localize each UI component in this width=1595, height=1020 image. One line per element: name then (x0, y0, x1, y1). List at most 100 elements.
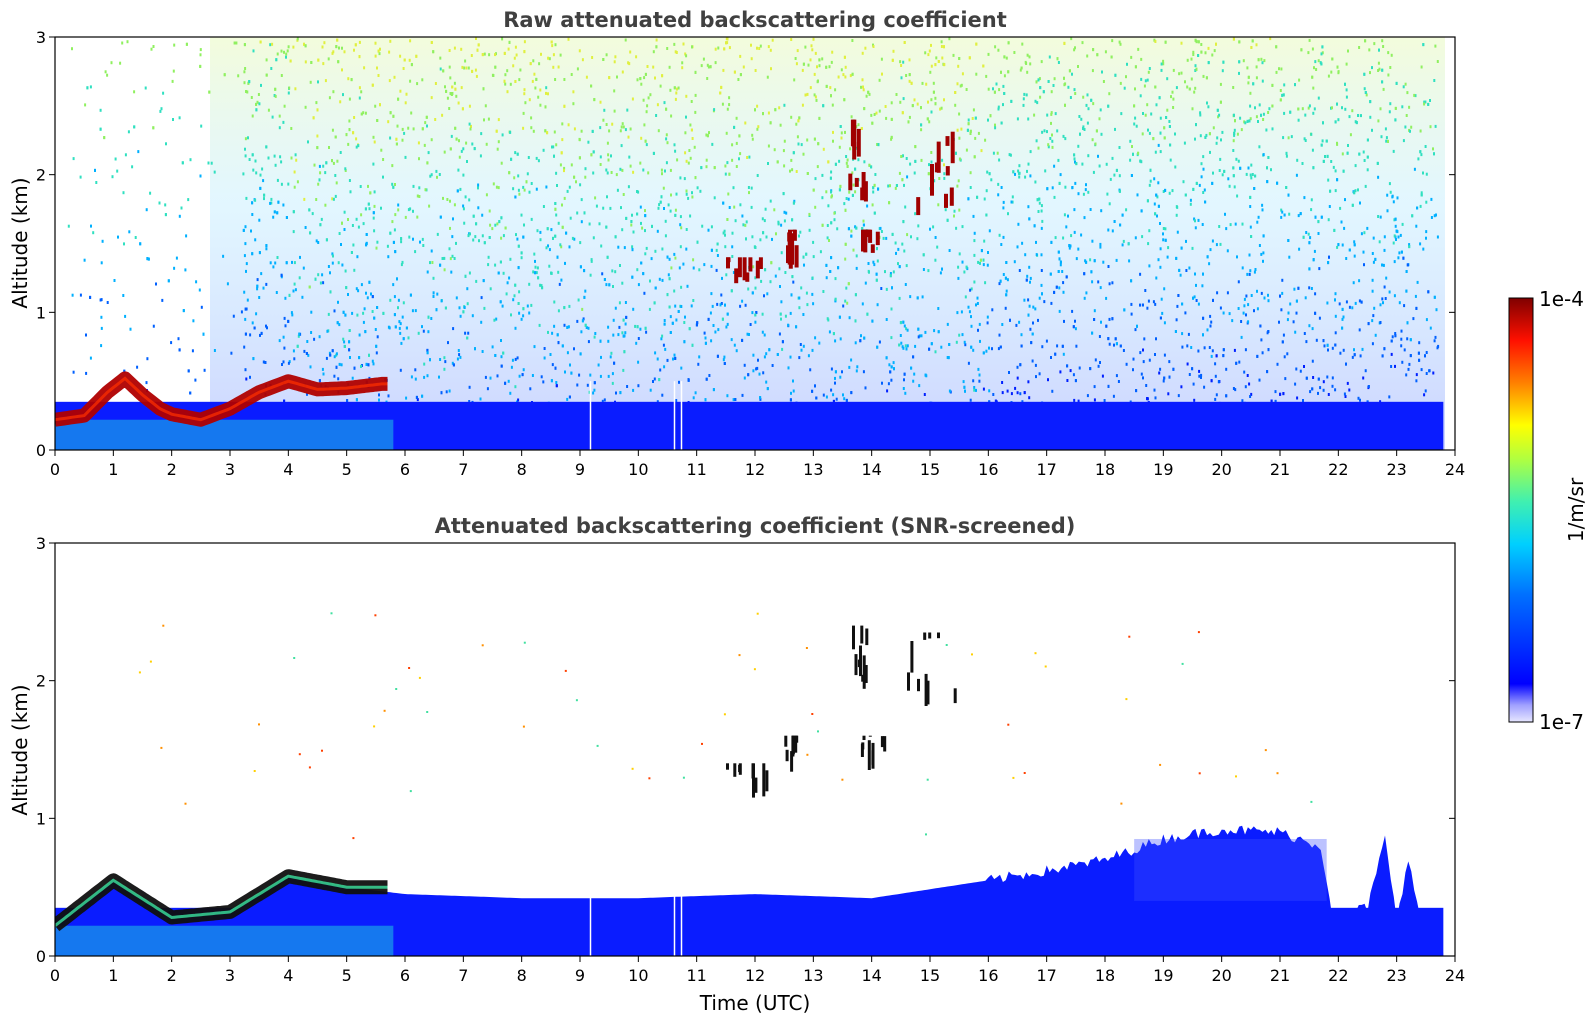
noise-speckle (230, 351, 233, 355)
noise-speckle (1304, 139, 1307, 142)
noise-speckle (598, 222, 601, 226)
noise-speckle (875, 278, 878, 282)
noise-speckle (932, 225, 935, 229)
noise-speckle (737, 78, 740, 81)
noise-speckle (937, 203, 940, 207)
noise-speckle (518, 374, 521, 378)
noise-speckle (834, 381, 836, 385)
noise-speckle (761, 312, 764, 316)
noise-speckle (1039, 86, 1042, 90)
noise-speckle (1263, 296, 1266, 300)
noise-speckle (566, 351, 569, 355)
noise-speckle (1237, 307, 1240, 310)
noise-speckle (656, 400, 659, 404)
noise-speckle (958, 252, 961, 256)
noise-speckle (391, 182, 394, 186)
noise-speckle (462, 207, 465, 211)
noise-speckle (1054, 352, 1057, 356)
noise-speckle (671, 321, 674, 325)
noise-speckle (904, 205, 907, 209)
noise-speckle (997, 347, 1000, 351)
noise-speckle (331, 349, 334, 353)
noise-speckle (316, 108, 319, 112)
cloud-mark (861, 172, 866, 190)
noise-speckle (972, 214, 975, 218)
noise-speckle (1238, 60, 1241, 64)
noise-speckle (978, 379, 981, 383)
noise-speckle (555, 213, 558, 217)
noise-speckle (1031, 359, 1034, 363)
noise-speckle (557, 270, 560, 274)
noise-speckle (534, 86, 537, 90)
noise-speckle (273, 154, 276, 158)
noise-speckle (667, 203, 670, 207)
noise-speckle (253, 326, 256, 330)
noise-speckle (1159, 247, 1162, 251)
noise-speckle (1164, 227, 1167, 231)
noise-speckle (1292, 320, 1295, 324)
noise-speckle (1125, 208, 1128, 212)
noise-speckle (1312, 111, 1315, 115)
noise-speckle (1392, 241, 1395, 245)
noise-speckle (556, 333, 559, 337)
noise-speckle (716, 242, 719, 246)
noise-speckle (489, 376, 492, 380)
noise-speckle (738, 157, 740, 161)
noise-speckle (656, 103, 659, 107)
noise-speckle (1215, 243, 1218, 247)
noise-speckle (448, 65, 451, 69)
noise-speckle (554, 234, 557, 238)
noise-speckle (1194, 226, 1197, 230)
noise-speckle (561, 138, 564, 142)
noise-speckle (795, 325, 798, 329)
noise-speckle (769, 199, 772, 203)
noise-speckle (443, 268, 446, 272)
noise-speckle (723, 229, 726, 233)
noise-speckle (466, 336, 469, 340)
noise-speckle (394, 250, 397, 254)
noise-speckle (1303, 365, 1305, 368)
noise-speckle (1079, 132, 1081, 136)
noise-speckle (779, 312, 782, 316)
noise-speckle (901, 345, 904, 349)
noise-speckle (550, 228, 553, 232)
noise-speckle (1406, 263, 1409, 267)
noise-speckle (1372, 236, 1375, 240)
noise-speckle (798, 306, 801, 310)
noise-speckle (199, 174, 202, 178)
noise-speckle (1189, 202, 1192, 206)
noise-speckle (918, 384, 921, 388)
noise-speckle (459, 355, 462, 359)
noise-speckle (260, 83, 262, 87)
noise-speckle (549, 353, 552, 356)
noise-speckle (1177, 294, 1180, 297)
noise-speckle (979, 258, 982, 262)
noise-speckle (505, 292, 508, 296)
cloud-mark (791, 735, 795, 755)
noise-speckle (968, 56, 971, 60)
noise-speckle (492, 182, 495, 186)
noise-speckle (850, 229, 853, 233)
noise-speckle (1352, 281, 1355, 285)
noise-speckle (1018, 175, 1021, 179)
cloud-mark (863, 181, 868, 202)
noise-speckle (554, 366, 557, 370)
noise-speckle (631, 213, 633, 217)
noise-speckle (392, 283, 395, 287)
noise-speckle (335, 352, 338, 356)
noise-speckle (1432, 147, 1434, 151)
x-tick-label-raw: 10 (628, 460, 648, 479)
noise-speckle (502, 351, 505, 355)
noise-speckle (162, 91, 165, 95)
panel-raw: Raw attenuated backscattering coefficien… (8, 8, 1465, 479)
noise-speckle (876, 247, 878, 251)
noise-speckle (565, 231, 568, 235)
sparse-point (1310, 800, 1313, 803)
noise-speckle (756, 366, 759, 370)
noise-speckle (1434, 124, 1437, 128)
noise-speckle (754, 276, 757, 280)
noise-speckle (443, 356, 446, 360)
noise-speckle (988, 400, 991, 404)
noise-speckle (513, 176, 516, 180)
noise-speckle (912, 379, 915, 383)
